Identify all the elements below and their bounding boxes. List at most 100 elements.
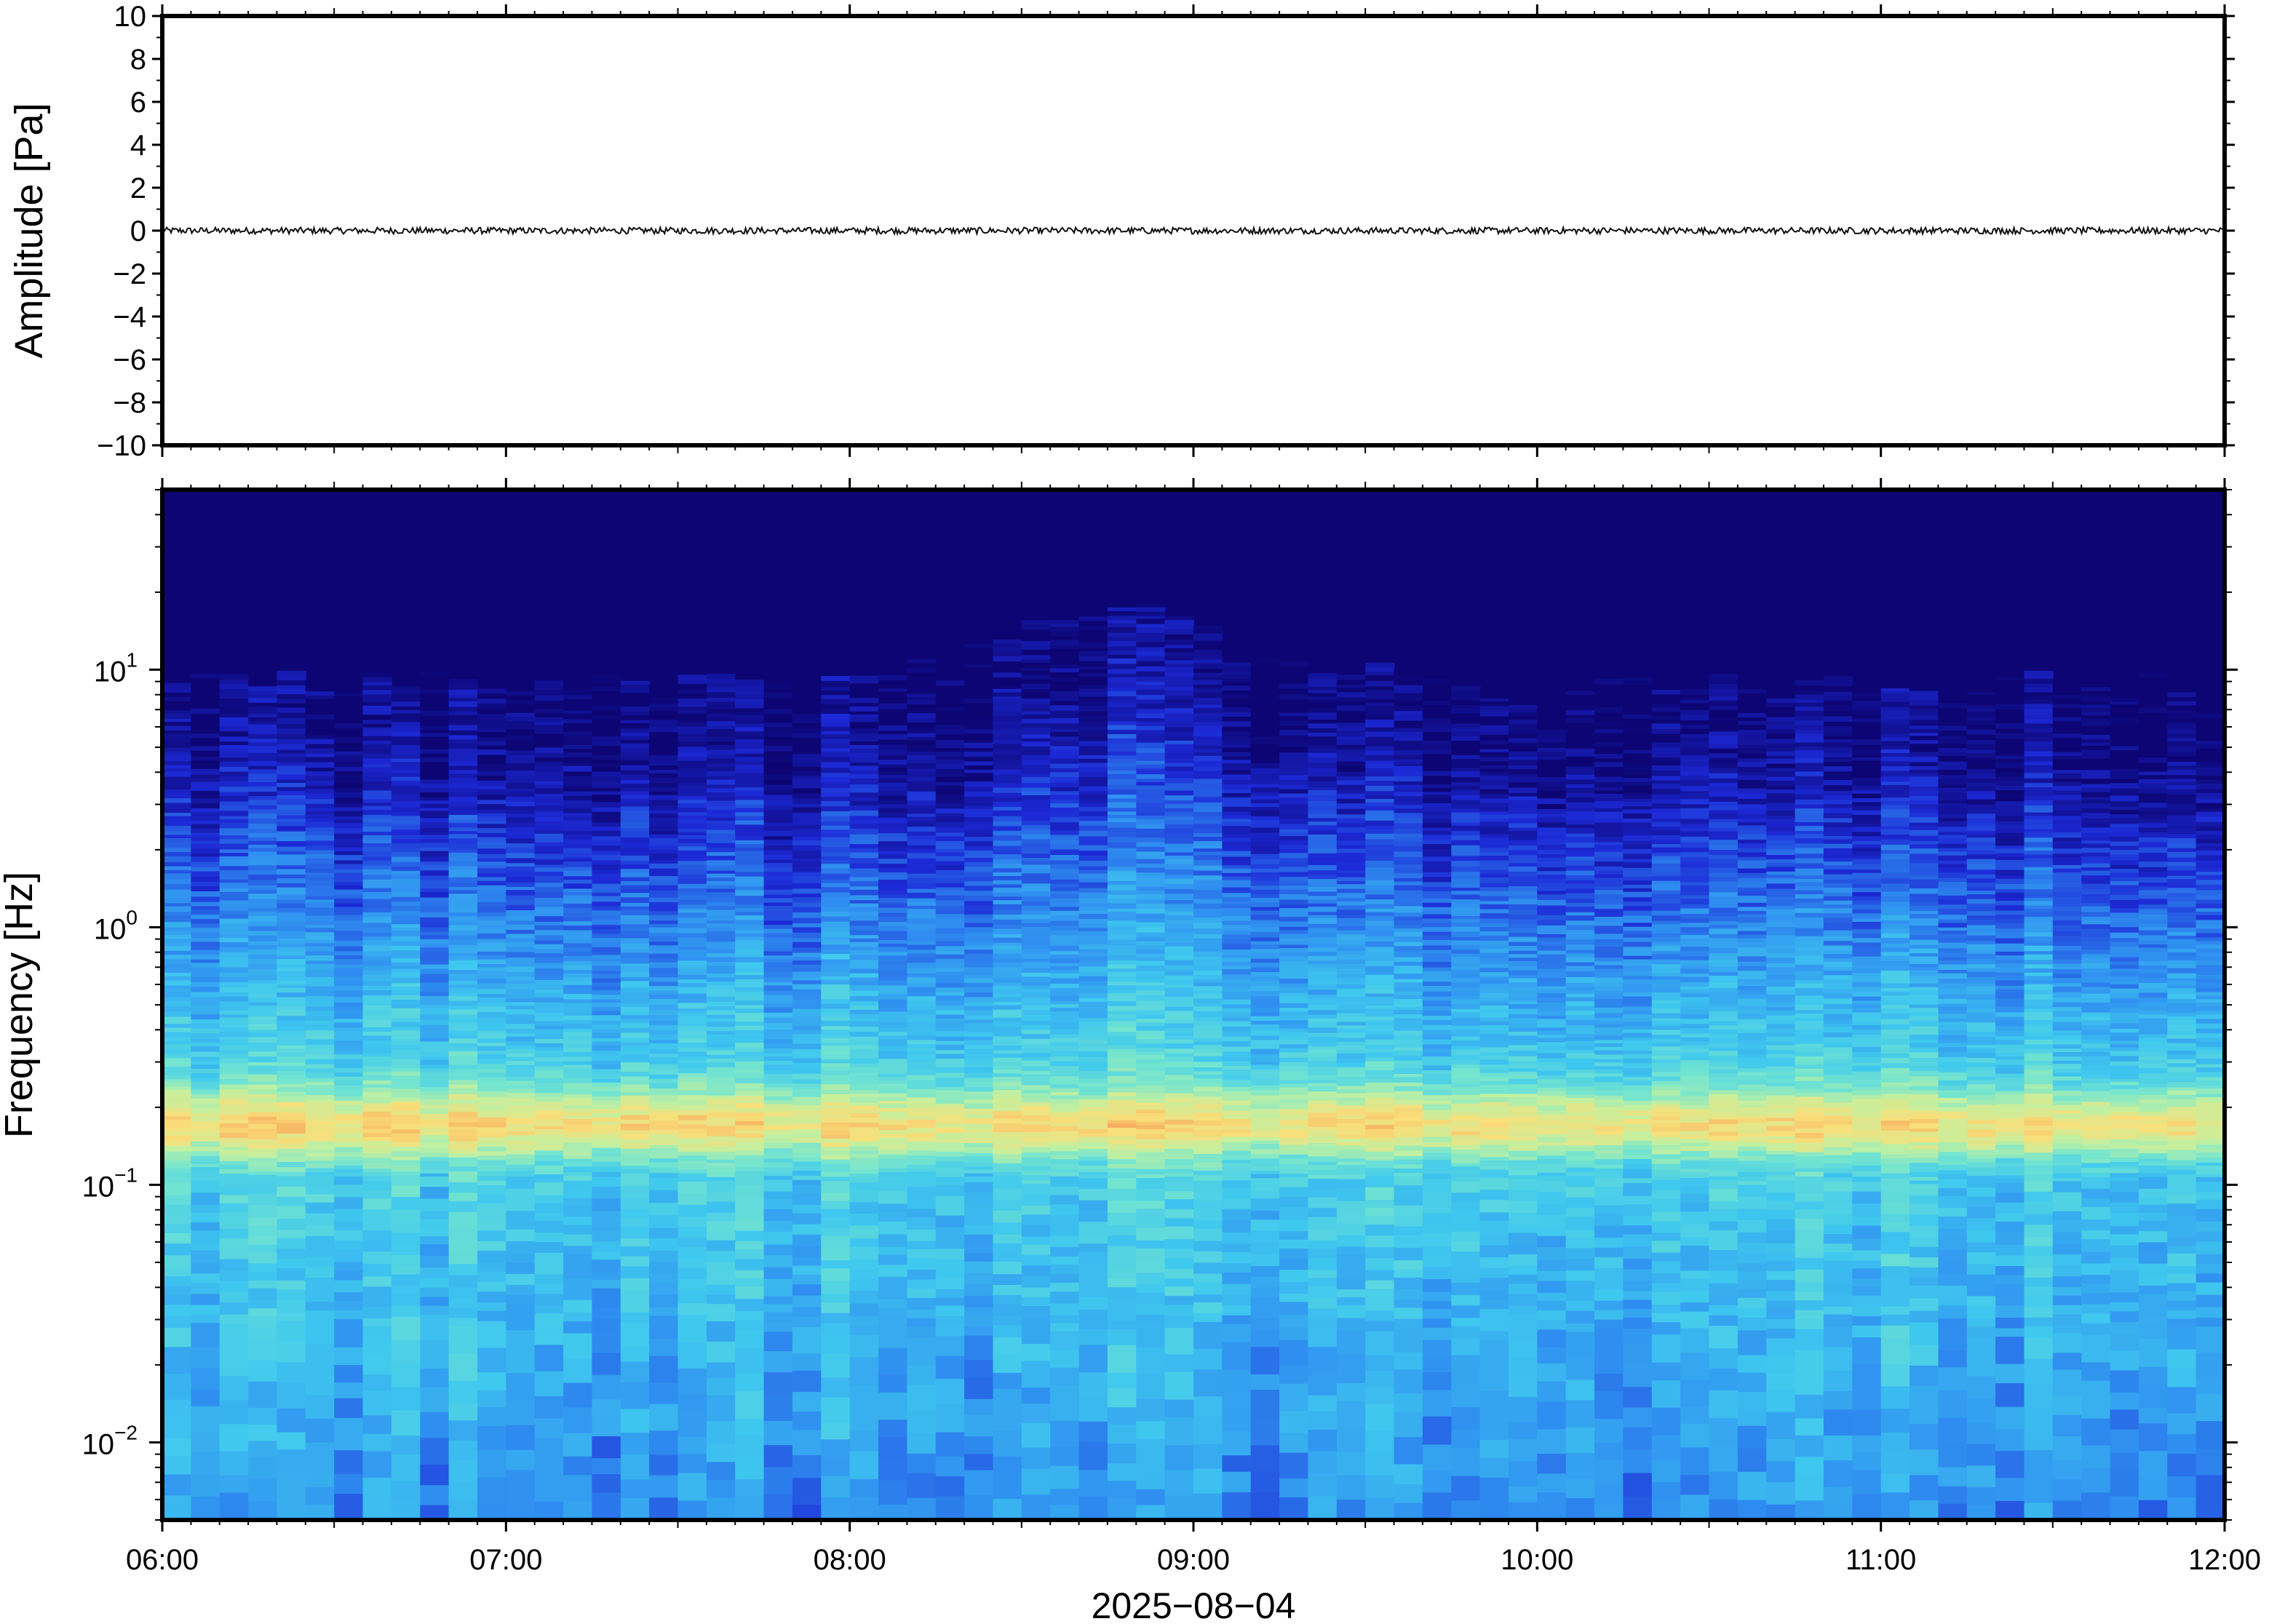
spectrogram-cell	[821, 1074, 851, 1079]
spectrogram-cell	[1050, 1016, 1080, 1023]
spectrogram-cell	[935, 1115, 965, 1119]
spectrogram-cell	[878, 1093, 908, 1097]
spectrogram-cell	[162, 1078, 192, 1083]
spectrogram-cell	[305, 1000, 335, 1007]
spectrogram-cell	[878, 1031, 908, 1036]
spectrogram-cell	[935, 928, 965, 934]
spectrogram-cell	[649, 985, 679, 991]
spectrogram-cell	[1107, 701, 1137, 707]
spectrogram-cell	[1078, 1233, 1108, 1244]
spectrogram-cell	[362, 1035, 392, 1041]
spectrogram-cell	[993, 685, 1022, 689]
spectrogram-cell	[1021, 1235, 1051, 1245]
spectrogram-cell	[849, 1268, 879, 1279]
spectrogram-cell	[620, 821, 650, 829]
spectrogram-cell	[1107, 1388, 1137, 1408]
spectrogram-cell	[735, 933, 765, 937]
spectrogram-cell	[1078, 685, 1108, 689]
spectrogram-cell	[1078, 625, 1108, 631]
spectrogram-cell	[334, 894, 364, 899]
spectrogram-cell	[334, 996, 364, 1003]
spectrogram-cell	[563, 920, 593, 926]
spectrogram-cell	[706, 717, 736, 722]
spectrogram-cell	[248, 879, 278, 885]
spectrogram-cell	[1107, 996, 1137, 1001]
spectrogram-cell	[993, 1094, 1022, 1099]
spectrogram-cell	[935, 1058, 965, 1064]
spectrogram-cell	[1078, 688, 1108, 692]
spectrogram-cell	[563, 1082, 593, 1089]
spectrogram-cell	[907, 1146, 937, 1151]
spectrogram-cell	[448, 1152, 478, 1158]
spectrogram-cell	[763, 1129, 793, 1135]
spectrogram-cell	[1050, 1222, 1080, 1236]
spectrogram-cell	[563, 1179, 593, 1190]
spectrogram-cell	[935, 671, 965, 676]
spectrogram-cell	[849, 876, 879, 882]
spectrogram-cell	[506, 881, 536, 887]
spectrogram-cell	[706, 941, 736, 946]
spectrogram-cell	[620, 723, 650, 729]
spectrogram-cell	[907, 771, 937, 778]
spectrogram-cell	[821, 1146, 851, 1151]
spectrogram-cell	[1107, 917, 1137, 921]
spectrogram-cell	[477, 1091, 507, 1097]
spectrogram-cell	[305, 1160, 335, 1164]
spectrogram-cell	[391, 1017, 421, 1022]
spectrogram-cell	[649, 1307, 679, 1316]
spectrogram-cell	[706, 1155, 736, 1160]
spectrogram-cell	[477, 799, 507, 805]
spectrogram-cell	[907, 908, 937, 915]
spectrogram-cell	[821, 805, 851, 811]
spectrogram-cell	[677, 1393, 707, 1411]
spectrogram-cell	[735, 979, 765, 983]
spectrogram-cell	[1107, 842, 1137, 848]
spectrogram-cell	[477, 1175, 507, 1181]
spectrogram-cell	[993, 892, 1022, 897]
spectrogram-cell	[534, 948, 564, 954]
spectrogram-cell	[706, 1165, 736, 1172]
spectrogram-cell	[1050, 664, 1080, 669]
spectrogram-cell	[935, 899, 965, 907]
spectrogram-cell	[391, 693, 421, 698]
spectrogram-cell	[592, 1032, 621, 1039]
spectrogram-cell	[993, 859, 1022, 864]
spectrogram-cell	[935, 848, 965, 853]
spectrogram-cell	[362, 1052, 392, 1056]
spectrogram-cell	[964, 739, 994, 743]
spectrogram-cell	[735, 881, 765, 886]
spectrogram-cell	[620, 1071, 650, 1077]
spectrogram-cell	[277, 851, 306, 855]
spectrogram-cell	[1078, 1243, 1108, 1252]
spectrogram-cell	[1107, 814, 1137, 819]
spectrogram-cell	[964, 1166, 994, 1170]
spectrogram-cell	[162, 1124, 192, 1129]
spectrogram-cell	[592, 1155, 621, 1162]
spectrogram-cell	[735, 899, 765, 904]
spectrogram-cell	[1050, 1107, 1080, 1112]
spectrogram-cell	[391, 1305, 421, 1317]
spectrogram-cell	[506, 1092, 536, 1099]
spectrogram-cell	[391, 847, 421, 852]
spectrogram-cell	[563, 933, 593, 939]
spectrogram-cell	[391, 806, 421, 813]
spectrogram-cell	[248, 898, 278, 903]
spectrogram-cell	[592, 1002, 621, 1008]
spectrogram-cell	[677, 1030, 707, 1035]
spectrogram-cell	[506, 755, 536, 760]
spectrogram-cell	[420, 850, 450, 857]
spectrogram-cell	[620, 1497, 650, 1520]
spectrogram-cell	[420, 1104, 450, 1109]
spectrogram-cell	[1050, 1045, 1080, 1051]
spectrogram-cell	[534, 784, 564, 789]
spectrogram-cell	[391, 1481, 421, 1502]
spectrogram-cell	[849, 984, 879, 991]
spectrogram-cell	[534, 1155, 564, 1161]
spectrogram-cell	[592, 695, 621, 701]
spectrogram-cell	[763, 805, 793, 811]
spectrogram-cell	[477, 906, 507, 912]
spectrogram-cell	[334, 728, 364, 733]
waveform-y-tick-label: 10	[114, 1, 147, 33]
spectrogram-cell	[735, 1330, 765, 1348]
spectrogram-cell	[1107, 939, 1137, 946]
